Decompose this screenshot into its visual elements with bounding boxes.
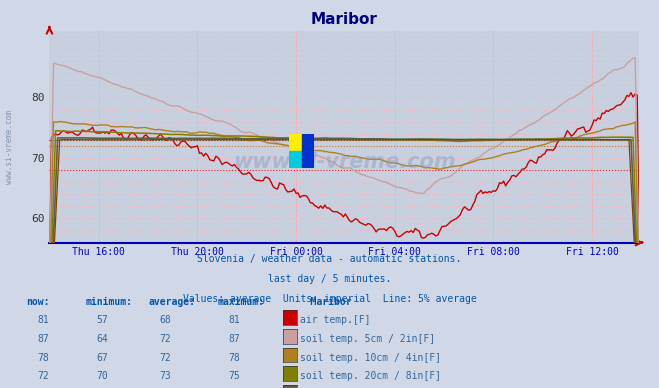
Text: www.si-vreme.com: www.si-vreme.com — [233, 152, 455, 172]
Text: 87: 87 — [37, 334, 49, 344]
Text: last day / 5 minutes.: last day / 5 minutes. — [268, 274, 391, 284]
Text: soil temp. 10cm / 4in[F]: soil temp. 10cm / 4in[F] — [300, 353, 441, 363]
Text: 72: 72 — [159, 334, 171, 344]
Text: 81: 81 — [37, 315, 49, 326]
Text: air temp.[F]: air temp.[F] — [300, 315, 370, 326]
Text: 67: 67 — [96, 353, 108, 363]
Text: 73: 73 — [159, 371, 171, 381]
Text: 87: 87 — [228, 334, 240, 344]
Text: 68: 68 — [159, 315, 171, 326]
Text: 75: 75 — [228, 371, 240, 381]
Title: Maribor: Maribor — [311, 12, 378, 27]
Text: soil temp. 20cm / 8in[F]: soil temp. 20cm / 8in[F] — [300, 371, 441, 381]
Text: 70: 70 — [96, 371, 108, 381]
Text: 81: 81 — [228, 315, 240, 326]
Text: 57: 57 — [96, 315, 108, 326]
Text: 72: 72 — [37, 371, 49, 381]
Text: 78: 78 — [37, 353, 49, 363]
Text: 64: 64 — [96, 334, 108, 344]
Text: Slovenia / weather data - automatic stations.: Slovenia / weather data - automatic stat… — [197, 254, 462, 264]
Text: Maribor: Maribor — [287, 297, 351, 307]
Text: maximum:: maximum: — [217, 297, 264, 307]
Text: 78: 78 — [228, 353, 240, 363]
Text: minimum:: minimum: — [86, 297, 132, 307]
Bar — [289, 133, 302, 151]
Text: soil temp. 5cm / 2in[F]: soil temp. 5cm / 2in[F] — [300, 334, 435, 344]
Text: average:: average: — [148, 297, 195, 307]
Text: now:: now: — [26, 297, 50, 307]
Bar — [289, 151, 302, 168]
Text: www.si-vreme.com: www.si-vreme.com — [5, 111, 14, 184]
Text: 72: 72 — [159, 353, 171, 363]
Text: Values: average  Units: imperial  Line: 5% average: Values: average Units: imperial Line: 5%… — [183, 294, 476, 305]
Bar — [302, 133, 314, 168]
